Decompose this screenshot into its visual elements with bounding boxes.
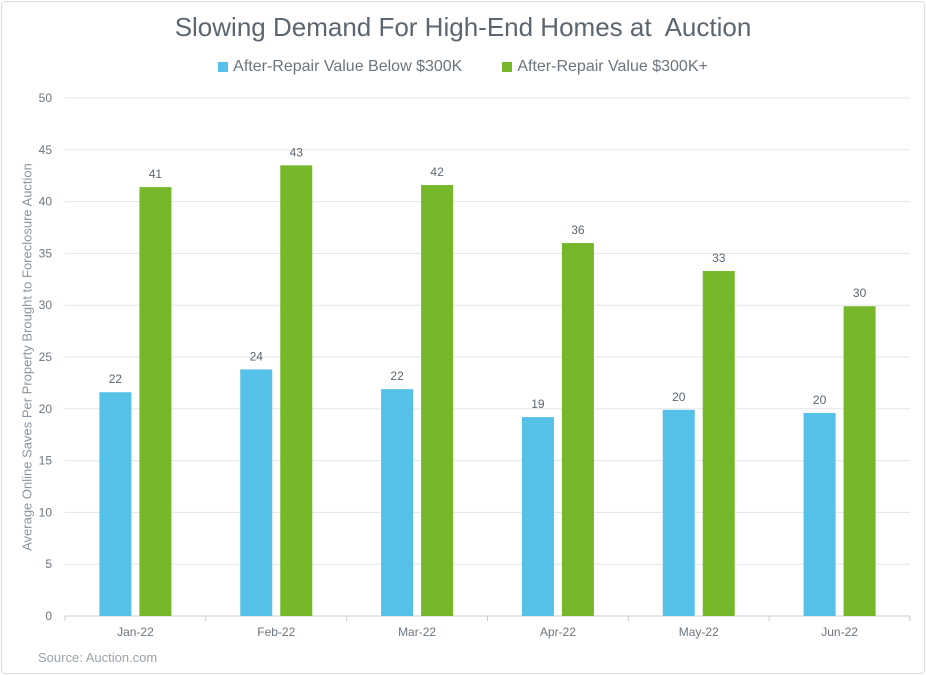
y-tick-label: 35 bbox=[39, 246, 53, 260]
y-tick-label: 0 bbox=[45, 609, 52, 623]
bar-below-300k bbox=[240, 369, 273, 616]
data-label: 33 bbox=[712, 251, 726, 265]
y-tick-label: 15 bbox=[39, 454, 53, 468]
data-label: 22 bbox=[390, 369, 404, 383]
x-tick-label: Apr-22 bbox=[540, 625, 576, 639]
y-tick-label: 20 bbox=[39, 402, 53, 416]
data-label: 20 bbox=[813, 393, 827, 407]
data-label: 22 bbox=[109, 372, 123, 386]
bar-300k-plus bbox=[561, 243, 594, 617]
y-tick-label: 25 bbox=[39, 350, 53, 364]
y-tick-label: 50 bbox=[39, 91, 53, 105]
bar-300k-plus bbox=[421, 185, 454, 617]
data-label: 20 bbox=[672, 390, 686, 404]
data-label: 41 bbox=[149, 167, 163, 181]
bar-below-300k bbox=[99, 392, 132, 616]
x-tick-label: Jun-22 bbox=[821, 625, 858, 639]
bar-below-300k bbox=[803, 412, 836, 616]
bar-300k-plus bbox=[280, 165, 313, 616]
legend-item-below-300k: After-Repair Value Below $300K bbox=[218, 58, 462, 76]
legend-label: After-Repair Value $300K+ bbox=[517, 58, 708, 75]
source-note: Source: Auction.com bbox=[38, 650, 158, 665]
y-tick-label: 10 bbox=[39, 505, 53, 519]
y-tick-label: 45 bbox=[39, 143, 53, 157]
bar-below-300k bbox=[662, 409, 695, 616]
y-tick-label: 40 bbox=[39, 195, 53, 209]
legend-swatch-blue bbox=[218, 62, 229, 72]
bar-below-300k bbox=[521, 417, 554, 616]
y-tick-label: 30 bbox=[39, 298, 53, 312]
bar-300k-plus bbox=[843, 306, 876, 616]
data-label: 30 bbox=[853, 286, 867, 300]
data-label: 36 bbox=[571, 223, 585, 237]
x-tick-label: Jan-22 bbox=[117, 625, 154, 639]
bar-below-300k bbox=[381, 389, 414, 616]
data-label: 24 bbox=[250, 349, 264, 363]
legend: After-Repair Value Below $300K After-Rep… bbox=[0, 58, 926, 76]
chart-title: Slowing Demand For High-End Homes at Auc… bbox=[174, 12, 752, 42]
x-tick-label: Mar-22 bbox=[398, 625, 436, 639]
legend-swatch-green bbox=[502, 62, 513, 72]
x-tick-label: Feb-22 bbox=[257, 625, 295, 639]
data-label: 19 bbox=[531, 397, 545, 411]
bar-300k-plus bbox=[702, 271, 735, 616]
data-label: 43 bbox=[290, 145, 304, 159]
legend-label: After-Repair Value Below $300K bbox=[233, 58, 463, 75]
bar-300k-plus bbox=[139, 187, 172, 616]
y-tick-label: 5 bbox=[45, 557, 52, 571]
data-label: 42 bbox=[430, 165, 444, 179]
legend-item-300k-plus: After-Repair Value $300K+ bbox=[502, 58, 708, 76]
x-tick-label: May-22 bbox=[679, 625, 719, 639]
